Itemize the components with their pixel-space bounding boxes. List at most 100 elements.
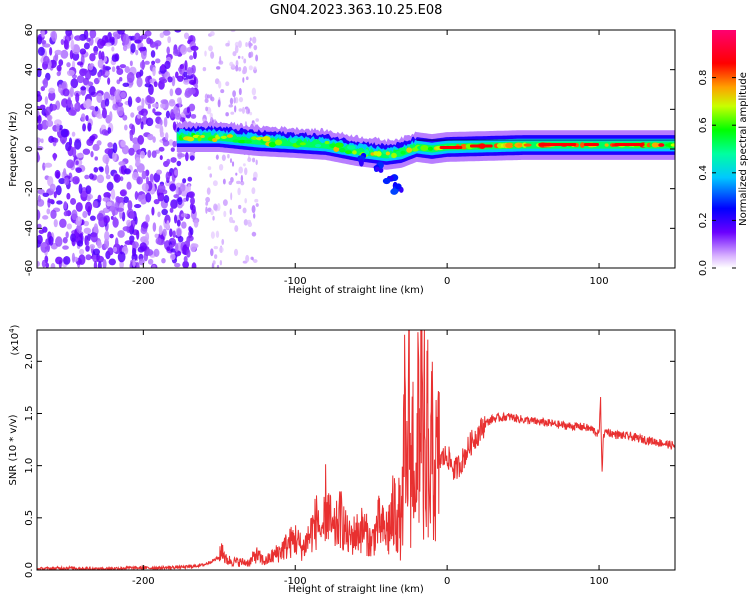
noise-blob [175,71,179,79]
noise-blob [113,174,121,183]
noise-blob [134,39,142,44]
noise-blob [112,142,118,154]
sparse-noise-blob [225,42,230,47]
noise-blob [61,82,67,90]
sparse-noise-blob [234,105,237,113]
noise-blob [86,98,92,108]
noise-blob [183,79,190,85]
noise-blob [42,77,49,89]
noise-blob [106,181,114,192]
noise-blob [41,30,45,38]
noise-blob [175,185,179,197]
sparse-noise-blob [212,260,216,265]
noise-blob [76,224,82,234]
noise-blob [75,167,82,173]
branch-blob [358,158,364,167]
sparse-noise-blob [209,112,213,119]
y-tick-label: 60 [24,24,35,37]
noise-blob [162,228,167,237]
sparse-noise-blob [232,90,236,98]
noise-blob [90,151,94,158]
spectrogram-x-ticks: -200 -100 0 100 [132,30,609,287]
noise-blob [65,231,69,239]
snr-scale-label: (x104) [8,324,21,355]
noise-blob [131,124,136,136]
noise-blob [74,139,82,150]
noise-blob [187,184,191,193]
sparse-noise-blob [255,159,258,166]
sparse-noise-blob [223,210,227,218]
noise-blob [101,129,108,136]
noise-blob [96,212,104,222]
noise-blob [129,235,135,242]
signal-peak-streak [538,143,577,147]
signal-spot [339,147,346,153]
noise-blob [174,243,179,253]
noise-blob [96,174,105,184]
noise-blob [42,215,49,220]
noise-blob [54,49,62,55]
noise-blob [53,137,59,143]
noise-blob [190,45,199,51]
noise-blob [151,60,156,65]
noise-blob [170,147,175,152]
sparse-noise-blob [229,158,233,163]
sparse-noise-blob [218,80,222,89]
sparse-noise-blob [242,163,246,167]
snr-frame [36,329,676,571]
noise-blob [119,260,124,268]
noise-blob [63,210,69,217]
noise-blob [169,253,176,261]
sparse-noise-blob [219,163,224,171]
sparse-noise-blob [251,257,254,261]
noise-blob [166,220,170,230]
noise-blob [147,258,154,265]
noise-blob [147,133,154,141]
noise-blob [66,159,75,169]
noise-blob [115,195,121,203]
noise-blob [72,175,80,185]
sparse-noise-blob [207,207,212,213]
sparse-noise-blob [213,245,219,250]
signal-peak-streak [583,143,600,147]
signal-spot [579,142,585,148]
sparse-noise-blob [207,166,212,171]
x-tick-label: -200 [132,276,155,287]
signal-spot [251,136,258,141]
sparse-noise-blob [230,192,233,201]
noise-blob [45,106,52,116]
x-tick-label: 0 [444,276,450,287]
noise-blob [158,146,165,152]
noise-blob [141,97,145,109]
noise-blob [112,103,118,111]
sparse-noise-blob [247,157,252,163]
signal-spot [244,139,253,144]
noise-blob [60,128,69,138]
noise-blob [46,208,51,215]
noise-blob [157,191,165,202]
sparse-noise-blob [205,201,209,206]
noise-blob [37,46,45,56]
noise-blob [145,214,150,223]
signal-band-layer [176,131,675,159]
noise-blob [40,138,44,144]
noise-blob [169,207,174,213]
branch-blob [390,188,399,195]
noise-blob [119,64,127,69]
noise-blob [78,254,86,266]
sparse-noise-blob [218,246,224,253]
sparse-noise-blob [252,36,257,44]
noise-blob [132,241,139,249]
y-tick-label: 40 [24,63,35,76]
sparse-noise-blob [238,66,242,72]
noise-blob [172,121,177,131]
signal-spot [315,143,322,148]
sparse-noise-blob [238,204,242,210]
signal-spot [268,141,277,148]
noise-blob [66,62,71,68]
noise-blob [56,200,63,205]
sparse-noise-blob [212,215,215,221]
noise-blob [149,173,154,183]
spectrogram-y-ticks: -60 -40 -20 0 20 40 60 [24,24,675,276]
sparse-noise-blob [209,31,215,37]
